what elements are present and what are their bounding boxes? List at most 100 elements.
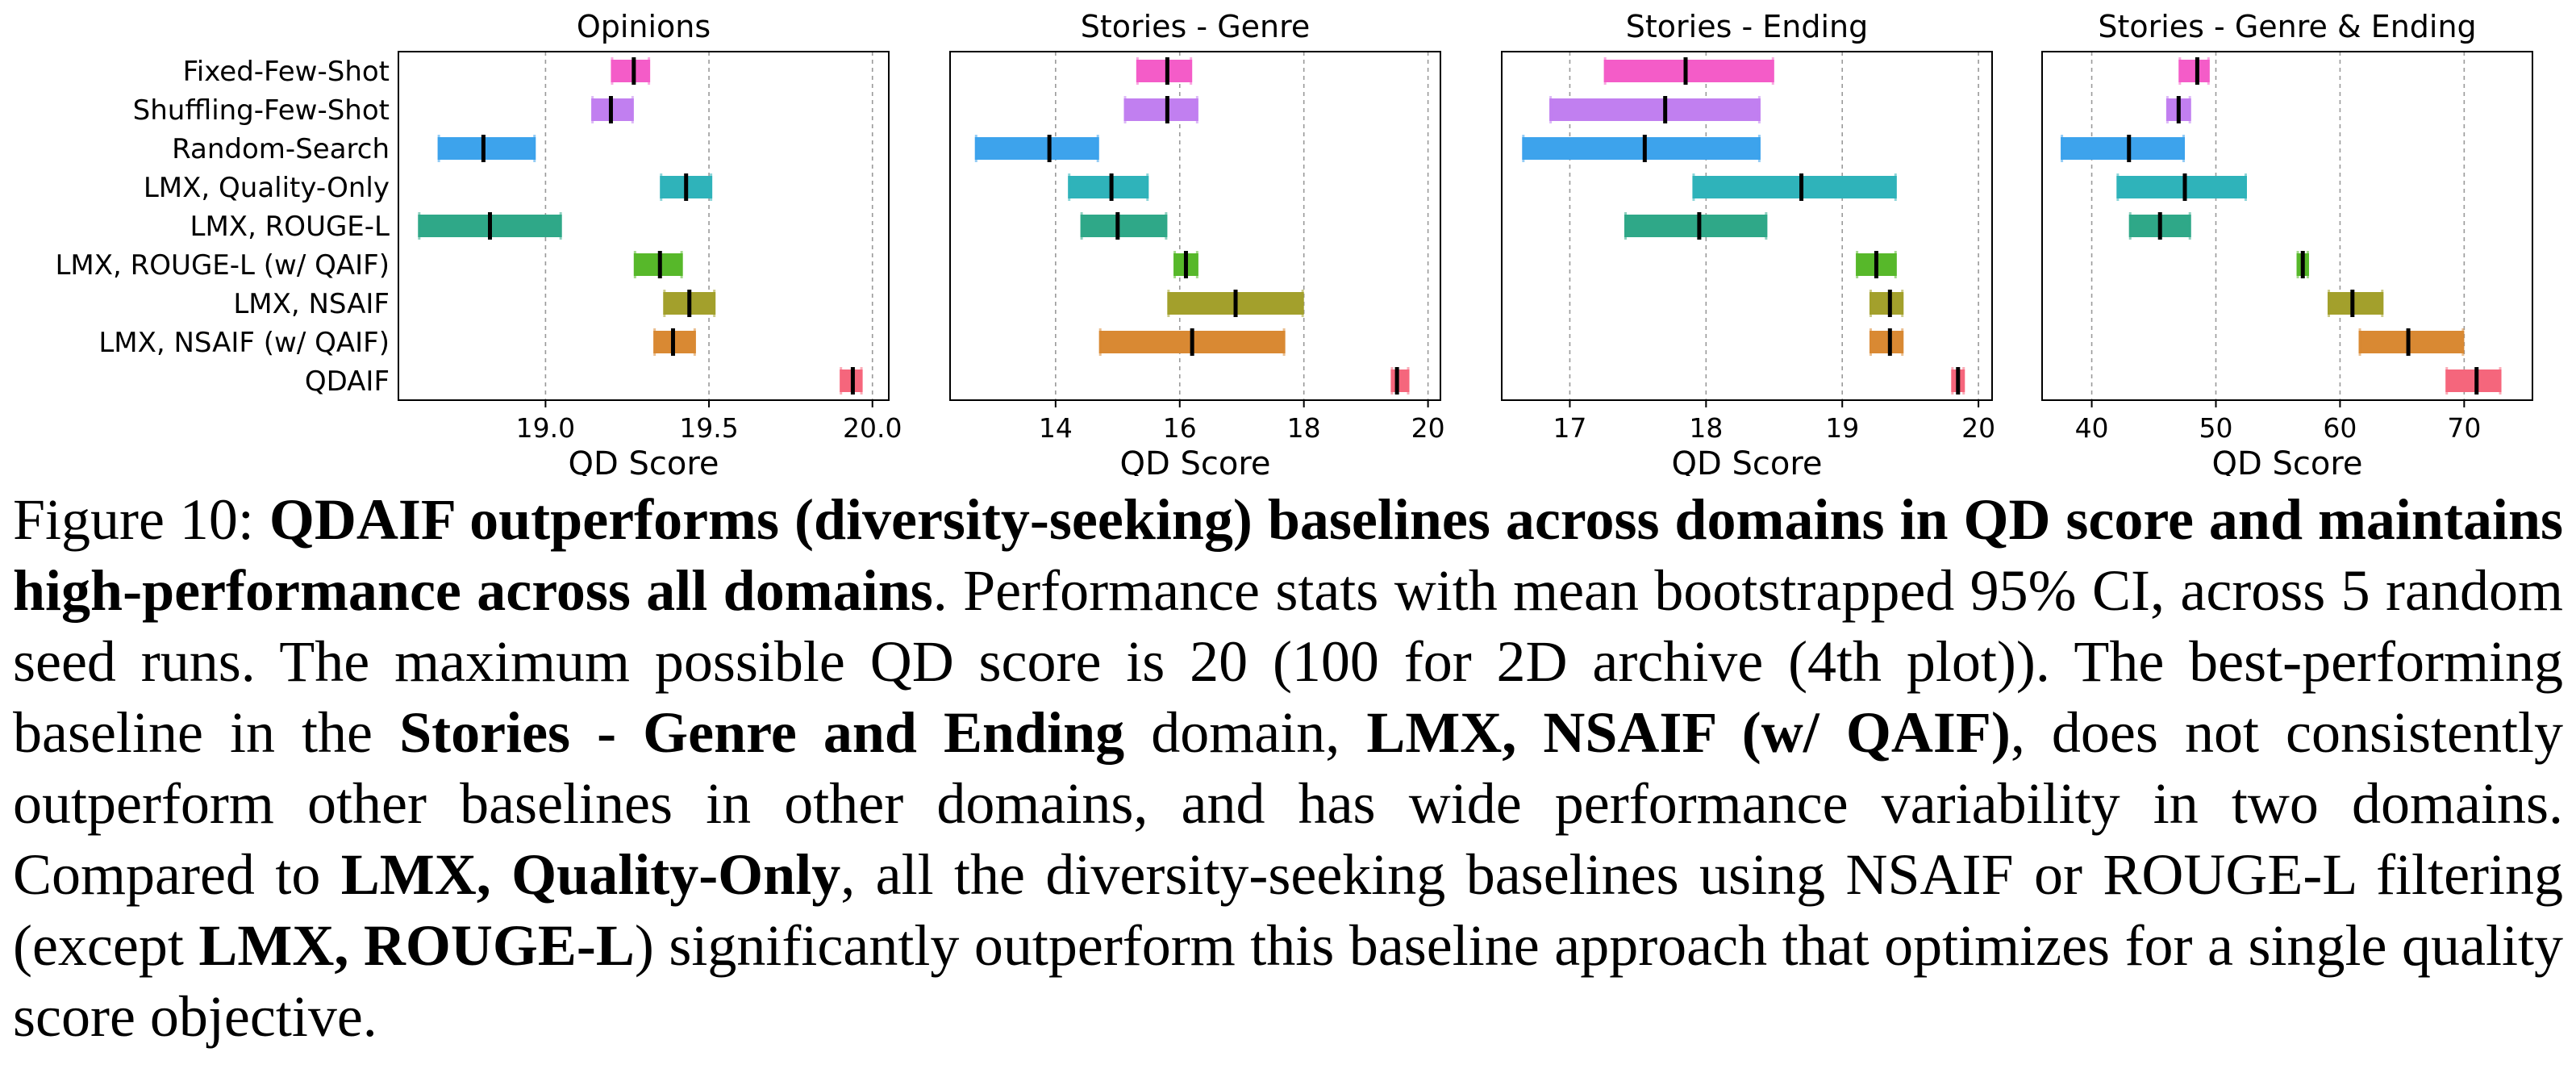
ci-cap-high <box>1096 135 1099 162</box>
ci-cap-high <box>2188 212 2191 240</box>
ci-cap-low <box>1136 57 1139 85</box>
caption-bold-4: LMX, Quality-Only <box>340 842 841 907</box>
caption-bold-1: QDAIF outperforms (diversity-seeking) ba… <box>13 487 2564 623</box>
method-label: LMX, ROUGE-L <box>190 211 390 243</box>
tick-label: 70 <box>2447 412 2481 444</box>
ci-cap-low <box>1390 367 1394 395</box>
ci-bar <box>1136 60 1193 82</box>
ci-cap-low <box>1869 290 1872 317</box>
ci-cap-low <box>1869 328 1872 356</box>
method-label: Fixed-Few-Shot <box>183 56 390 88</box>
ci-bar <box>1869 331 1904 353</box>
method-label: LMX, ROUGE-L (w/ QAIF) <box>55 249 390 282</box>
tick-label: 19.5 <box>679 412 738 444</box>
ci-bar <box>1080 215 1168 237</box>
ci-cap-high <box>2207 57 2210 85</box>
ci-cap-high <box>2306 251 2309 278</box>
ci-bar <box>2445 369 2502 392</box>
panel-1: Opinions 19.0 19.5 20.0 QD Score <box>398 9 902 476</box>
panel-title: Opinions <box>577 9 711 44</box>
ci-cap-low <box>1856 251 1859 278</box>
figure-caption: Figure 10: QDAIF outperforms (diversity-… <box>13 484 2563 1052</box>
panel-frame <box>398 51 890 401</box>
ci-bar <box>2116 176 2247 198</box>
ci-cap-low <box>1692 173 1695 201</box>
tick-label: 20 <box>1961 412 1995 444</box>
ci-cap-high <box>2182 135 2186 162</box>
ci-cap-high <box>1901 290 1904 317</box>
tick-label: 50 <box>2199 412 2232 444</box>
caption-text-4: , all the diversity-seeking baselines us… <box>13 842 2563 978</box>
caption-bold-3: LMX, NSAIF (w/ QAIF) <box>1366 700 2011 765</box>
panel-title: Stories - Ending <box>1626 9 1868 44</box>
ci-cap-high <box>1757 135 1761 162</box>
ci-bar <box>2178 60 2210 82</box>
x-axis-label: QD Score <box>568 445 719 476</box>
ci-cap-low <box>974 135 977 162</box>
ci-cap-high <box>1407 367 1410 395</box>
tick-label: 18 <box>1689 412 1723 444</box>
method-labels: Fixed-Few-Shot Shuffling-Few-Shot Random-S… <box>55 56 390 398</box>
ci-bar <box>974 137 1099 160</box>
ci-cap-low <box>2128 212 2132 240</box>
ci-bar <box>1624 215 1768 237</box>
ci-bar <box>2358 331 2465 353</box>
x-axis-label: QD Score <box>1119 445 1270 476</box>
ci-cap-high <box>1165 212 1168 240</box>
method-label: LMX, NSAIF <box>233 288 390 320</box>
ci-cap-high <box>1962 367 1965 395</box>
x-axis-label: QD Score <box>1671 445 1822 476</box>
ci-cap-high <box>1757 96 1761 123</box>
ci-cap-high <box>2188 96 2191 123</box>
tick-label: 40 <box>2075 412 2109 444</box>
ci-cap-high <box>631 96 634 123</box>
tick-label: 20.0 <box>843 412 902 444</box>
ci-cap-high <box>1190 57 1193 85</box>
method-label: Shuffling-Few-Shot <box>133 94 390 127</box>
ci-bar <box>1390 369 1410 392</box>
ci-cap-high <box>680 251 683 278</box>
ci-cap-high <box>713 290 716 317</box>
ci-cap-low <box>2061 135 2064 162</box>
ci-cap-high <box>2461 328 2465 356</box>
ci-bar <box>1068 176 1149 198</box>
figure-chart: Fixed-Few-Shot Shuffling-Few-Shot Random-S… <box>55 9 2533 476</box>
ci-bar <box>1869 292 1904 315</box>
tick-label: 60 <box>2323 412 2357 444</box>
ci-cap-low <box>1098 328 1102 356</box>
ci-cap-low <box>2178 57 2182 85</box>
ci-cap-low <box>2116 173 2120 201</box>
ci-cap-low <box>1080 212 1083 240</box>
caption-text-2: domain, <box>1124 700 1367 765</box>
ci-bar <box>1692 176 1897 198</box>
ci-cap-high <box>860 367 863 395</box>
ci-cap-high <box>693 328 696 356</box>
ci-cap-low <box>2358 328 2361 356</box>
ci-cap-low <box>840 367 843 395</box>
ci-cap-high <box>2381 290 2384 317</box>
ci-cap-high <box>1771 57 1774 85</box>
ci-bar <box>611 60 651 82</box>
tick-label: 19 <box>1825 412 1859 444</box>
ci-cap-low <box>2296 251 2299 278</box>
ci-cap-high <box>1146 173 1149 201</box>
ci-cap-low <box>653 328 657 356</box>
method-label: LMX, Quality-Only <box>144 172 390 204</box>
x-axis-label: QD Score <box>2211 445 2362 476</box>
ci-cap-low <box>1173 251 1177 278</box>
ci-cap-high <box>1195 251 1198 278</box>
ci-cap-high <box>1301 290 1304 317</box>
ci-cap-high <box>648 57 651 85</box>
panel-frame <box>1501 51 1993 401</box>
panel-3: Stories - Ending 17 18 19 20 QD Score <box>1501 9 1995 476</box>
ci-bar <box>2061 137 2186 160</box>
caption-bold-5: LMX, ROUGE-L <box>198 913 635 978</box>
ci-cap-low <box>663 290 666 317</box>
caption-prefix: Figure 10: <box>13 487 269 552</box>
panel-frame <box>949 51 1441 401</box>
ci-cap-low <box>437 135 440 162</box>
ci-bar <box>1549 98 1761 121</box>
ci-bar <box>437 137 536 160</box>
caption-bold-2: Stories - Genre and Ending <box>399 700 1125 765</box>
